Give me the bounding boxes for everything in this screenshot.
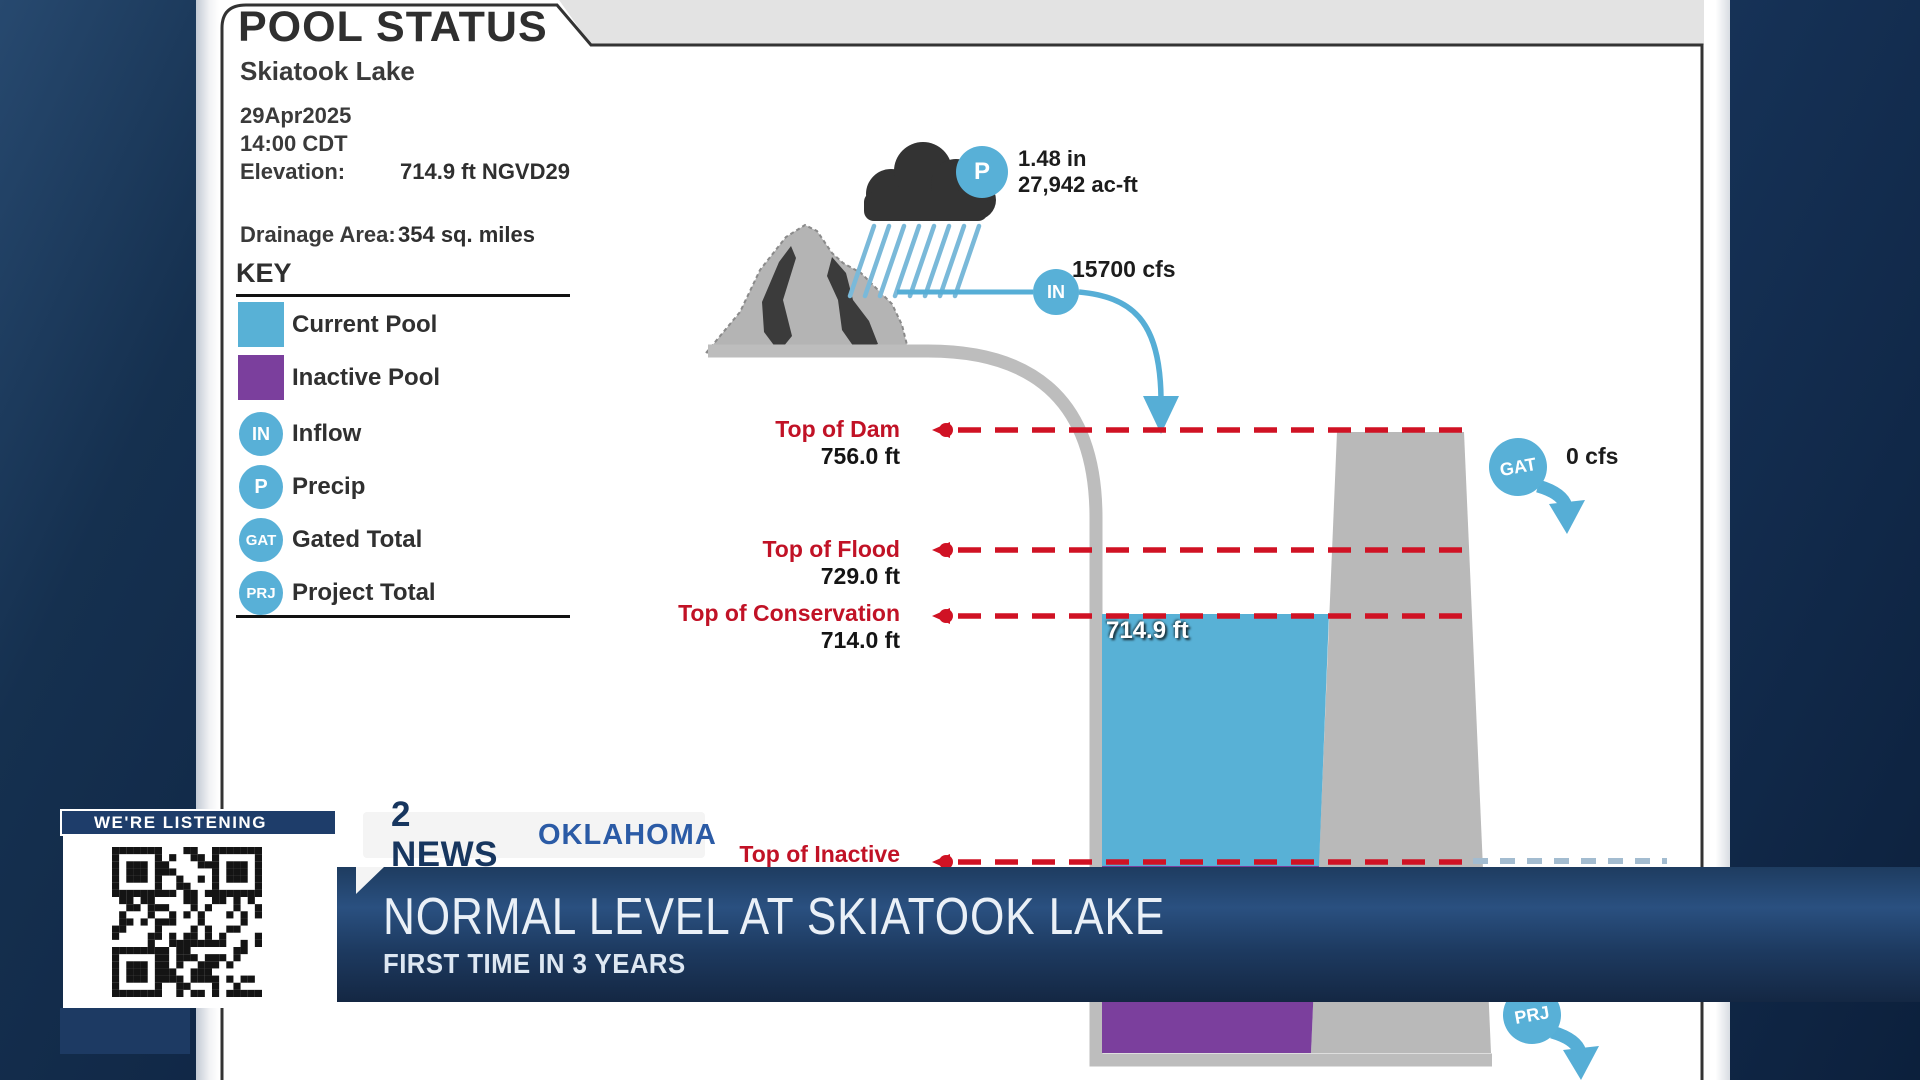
- project-outflow-arrowhead: [1563, 1046, 1599, 1080]
- qr-panel: [63, 836, 273, 1008]
- legend-gated-icon: GAT: [239, 518, 283, 562]
- level-name: Top of Conservation: [678, 600, 900, 626]
- station-bug: 2 NEWS OKLAHOMA: [363, 795, 716, 874]
- station-name: 2 NEWS: [391, 795, 498, 874]
- level-value: 756.0 ft: [820, 443, 900, 469]
- legend-swatch-inactive-pool: [238, 355, 284, 400]
- legend-precip-icon: P: [239, 465, 283, 509]
- precip-icon: P: [956, 146, 1008, 198]
- mountain-icon: [703, 223, 910, 354]
- legend-label: Gated Total: [292, 526, 423, 553]
- legend-label: Precip: [292, 473, 366, 500]
- qr-code: [112, 847, 262, 997]
- banner-tail: [356, 867, 384, 894]
- level-top-of-conservation: Top of Conservation 714.0 ft: [570, 600, 900, 654]
- level-value: 729.0 ft: [820, 563, 900, 589]
- drainage-label: Drainage Area:: [240, 222, 396, 247]
- level-top-of-inactive: Top of Inactive: [570, 841, 900, 868]
- report-date: 29Apr2025: [240, 103, 352, 128]
- pool-elevation-label: 714.9 ft: [1106, 617, 1189, 644]
- report-time: 14:00 CDT: [240, 131, 348, 156]
- legend-label: Inactive Pool: [292, 364, 441, 391]
- inflow-icon: IN: [1033, 269, 1079, 315]
- level-value: 714.0 ft: [820, 627, 900, 653]
- mountain-crevice: [827, 257, 878, 350]
- elevation-label: Elevation:: [240, 159, 346, 184]
- tab-header-strip: [559, 0, 1704, 45]
- legend-project-icon: PRJ: [239, 571, 283, 615]
- inflow-arrowhead: [1143, 396, 1179, 434]
- legend-inflow-icon: IN: [239, 412, 283, 456]
- key-rule-bottom: [236, 615, 570, 618]
- gated-value: 0 cfs: [1566, 443, 1619, 469]
- inflow-arrow-curve: [1078, 289, 1164, 399]
- legend-label: Project Total: [292, 579, 436, 606]
- key-heading: KEY: [236, 258, 292, 288]
- gated-outflow-arrowhead: [1549, 500, 1585, 534]
- level-name: Top of Dam: [775, 416, 900, 442]
- lower-left-navy-block: [60, 1008, 190, 1054]
- level-name: Top of Inactive: [739, 841, 900, 867]
- level-lines: [932, 422, 1667, 870]
- current-pool-water: [1102, 614, 1329, 866]
- level-top-of-dam: Top of Dam 756.0 ft: [570, 416, 900, 470]
- news-banner: NORMAL LEVEL AT SKIATOOK LAKE FIRST TIME…: [337, 867, 1920, 1002]
- drainage-value: 354 sq. miles: [398, 222, 535, 247]
- station-region: OKLAHOMA: [538, 818, 717, 851]
- legend-label: Current Pool: [292, 311, 438, 338]
- listening-banner: WE'RE LISTENING: [60, 809, 337, 836]
- inflow-value: 15700 cfs: [1072, 256, 1176, 282]
- key-rule-top: [236, 294, 570, 297]
- headline: NORMAL LEVEL AT SKIATOOK LAKE: [383, 888, 1166, 946]
- legend-swatch-current-pool: [238, 302, 284, 347]
- legend-label: Inflow: [292, 420, 362, 447]
- elevation-value: 714.9 ft NGVD29: [400, 159, 570, 184]
- page-title: POOL STATUS: [238, 3, 548, 51]
- rain-streaks: [847, 223, 982, 299]
- ground-and-reservoir-wall: [708, 344, 1492, 1067]
- card-outline: [220, 3, 1704, 1080]
- mountain-crevice: [762, 246, 796, 352]
- precip-acft: 27,942 ac-ft: [1018, 172, 1138, 197]
- level-top-of-flood: Top of Flood 729.0 ft: [570, 536, 900, 590]
- level-name: Top of Flood: [762, 536, 900, 562]
- lake-name: Skiatook Lake: [240, 56, 415, 86]
- subheadline: FIRST TIME IN 3 YEARS: [383, 948, 686, 979]
- precip-inches: 1.48 in: [1018, 146, 1087, 171]
